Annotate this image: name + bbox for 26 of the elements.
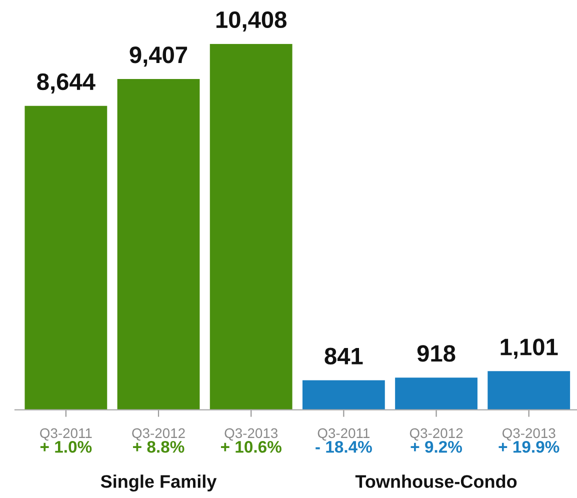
data-label: 10,408 (216, 11, 286, 32)
data-label: 1,101 (500, 338, 558, 359)
bar (302, 380, 385, 410)
text: Single Family (100, 474, 217, 492)
text: + 19.9% (498, 440, 560, 453)
text: + 10.6% (220, 440, 282, 453)
bar (117, 79, 200, 410)
data-label: 8,644 (37, 73, 96, 94)
data-label: 841 (324, 348, 363, 364)
x-tick-label: Q3-2011 (40, 428, 92, 441)
bar (395, 378, 478, 410)
text: - 18.4% (316, 440, 372, 453)
x-tick-label: Q3-2011 (318, 428, 370, 441)
text: + 1.0% (40, 440, 92, 453)
bar (488, 371, 570, 410)
x-tick-label: Q3-2013 (502, 428, 556, 441)
bar (24, 106, 108, 410)
text: + 8.8% (133, 440, 184, 453)
data-label: 918 (417, 345, 456, 362)
text: + 9.2% (410, 440, 462, 453)
x-tick-label: Q3-2012 (132, 428, 185, 441)
x-tick-label: Q3-2012 (410, 428, 463, 441)
data-label: 9,407 (130, 46, 188, 67)
x-tick-label: Q3-2013 (224, 428, 278, 441)
text: Townhouse-Condo (355, 474, 517, 488)
bar (210, 44, 292, 410)
